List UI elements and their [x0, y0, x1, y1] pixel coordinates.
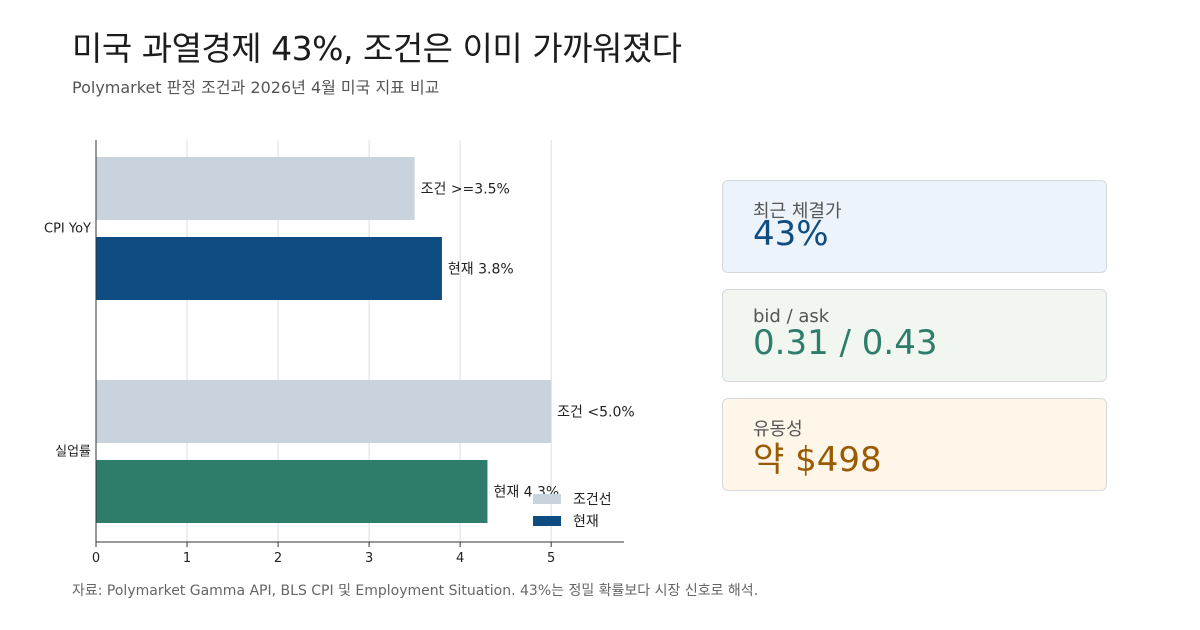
last-price-card: 최근 체결가 43% [722, 180, 1107, 273]
category-label: 실업률 [55, 445, 91, 460]
bid-ask-label: bid / ask [753, 306, 830, 327]
bar-value-label: 조건 >=3.5% [421, 182, 510, 198]
last-price-value: 43% [753, 214, 829, 254]
bar [96, 460, 488, 523]
bar-value-label: 현재 3.8% [448, 262, 514, 278]
last-price-label: 최근 체결가 [753, 201, 842, 222]
bars [96, 157, 552, 523]
legend-swatch [533, 516, 561, 526]
liquidity-card: 유동성 약 $498 [722, 398, 1107, 491]
liquidity-label: 유동성 [753, 419, 803, 440]
x-tick-label: 5 [547, 551, 555, 566]
bar-value-label: 조건 <5.0% [557, 405, 635, 421]
x-tick-label: 4 [456, 551, 464, 566]
x-tick-label: 1 [183, 551, 191, 566]
x-tick-label: 0 [92, 551, 100, 566]
bar-chart: 조건 >=3.5%현재 3.8%조건 <5.0%현재 4.3% 0 1 2 3 4 5CP… [44, 140, 635, 566]
chart-subtitle: Polymarket 판정 조건과 2026년 4월 미국 지표 비교 [72, 78, 440, 97]
legend-label: 현재 [573, 514, 599, 530]
bar [96, 380, 552, 443]
legend-label: 조건선 [573, 492, 612, 508]
x-tick-label: 3 [365, 551, 373, 566]
bid-ask-value: 0.31 / 0.43 [753, 323, 938, 363]
data-labels: 조건 >=3.5%현재 3.8%조건 <5.0%현재 4.3% [421, 182, 635, 501]
source-note: 자료: Polymarket Gamma API, BLS CPI 및 Empl… [72, 583, 759, 599]
liquidity-value: 약 $498 [753, 440, 882, 480]
x-tick-label: 2 [274, 551, 282, 566]
bar [96, 157, 415, 220]
legend-swatch [533, 494, 561, 504]
category-label: CPI YoY [44, 222, 91, 237]
bar [96, 237, 442, 300]
chart-title: 미국 과열경제 43%, 조건은 이미 가까워졌다 [72, 29, 682, 68]
axes: 0 1 2 3 4 5 CPI YoY 실업률 [44, 140, 624, 566]
bid-ask-card: bid / ask 0.31 / 0.43 [722, 289, 1107, 382]
